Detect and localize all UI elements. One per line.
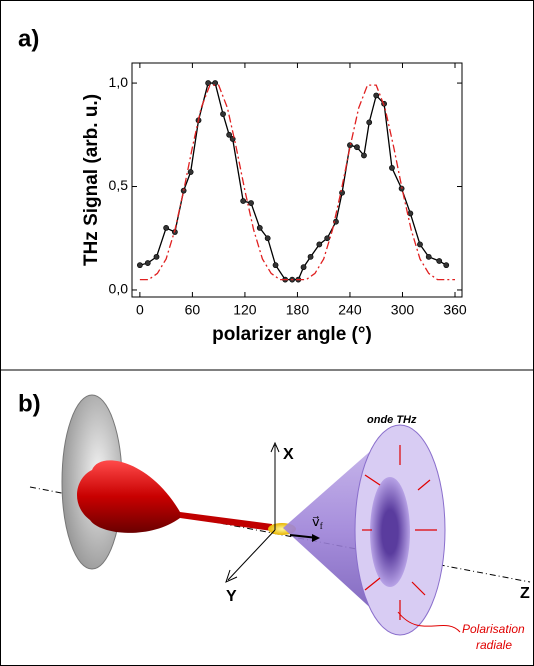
pointer — [397, 611, 461, 633]
axis-label: X — [283, 446, 294, 463]
y-axis-label: THz Signal (arb. u.) — [81, 94, 102, 266]
data-point — [226, 131, 233, 138]
velocity-sub: f — [320, 521, 323, 531]
laser-beam — [180, 512, 272, 531]
x-tick-label: 300 — [391, 302, 415, 318]
data-point — [436, 258, 443, 264]
series-line — [139, 82, 447, 281]
data-point — [417, 241, 423, 248]
data-point — [136, 262, 143, 269]
series-line — [139, 84, 455, 281]
data-point — [407, 210, 414, 217]
data-point — [272, 262, 279, 269]
x-axis-label: polarizer angle (°) — [212, 324, 372, 345]
panel-label: b) — [18, 390, 41, 417]
x-tick-label: 240 — [338, 302, 362, 318]
wave-label: onde THz — [367, 414, 417, 426]
polarisation-label: Polarisation — [462, 622, 525, 636]
data-point — [240, 198, 247, 204]
data-point — [389, 164, 395, 171]
panel-label: a) — [18, 25, 39, 52]
arrow — [312, 534, 320, 542]
data-point — [307, 253, 314, 260]
data-point — [443, 262, 450, 269]
velocity-label: v⃗f — [312, 514, 323, 531]
y-tick-label: 0,5 — [109, 177, 129, 193]
x-tick-label: 0 — [136, 302, 144, 318]
polarisation-label: radiale — [476, 638, 512, 652]
data-point — [324, 235, 331, 242]
laser-cone — [77, 460, 180, 533]
data-point — [144, 260, 151, 266]
data-point — [187, 169, 194, 175]
arrow — [270, 441, 280, 453]
x-tick-label: 180 — [286, 302, 310, 318]
data-point — [366, 119, 373, 126]
ring-hole — [370, 477, 410, 587]
x-tick-label: 60 — [185, 302, 201, 318]
y-tick-label: 1,0 — [109, 74, 129, 90]
plot-frame — [131, 62, 463, 298]
data-point — [354, 144, 360, 151]
plot: 0 60 120 180 240 300 360 0,0 0,5 1,0 — [109, 62, 467, 318]
data-point — [256, 224, 263, 231]
data-point — [212, 80, 219, 86]
data-point — [220, 111, 226, 118]
axis-label: Y — [226, 588, 237, 605]
data-point — [347, 142, 353, 149]
y-axis — [227, 529, 276, 581]
arrow — [225, 569, 238, 583]
data-point — [361, 152, 367, 159]
data-point — [373, 92, 380, 99]
x-tick-label: 120 — [233, 302, 257, 318]
data-point — [205, 80, 212, 86]
y-tick-label: 0,0 — [109, 281, 129, 297]
data-point — [153, 253, 160, 260]
velocity-main: v⃗ — [312, 514, 320, 529]
polarisation-arrows — [362, 445, 437, 620]
data-point — [425, 253, 432, 260]
axis-label: Z — [520, 585, 530, 602]
data-point — [180, 187, 187, 194]
data-point — [163, 224, 170, 231]
data-point — [339, 189, 345, 196]
x-tick-label: 360 — [443, 302, 467, 318]
data-point — [264, 235, 271, 242]
data-point — [300, 264, 307, 271]
data-point — [316, 241, 323, 248]
data-point — [248, 200, 254, 206]
